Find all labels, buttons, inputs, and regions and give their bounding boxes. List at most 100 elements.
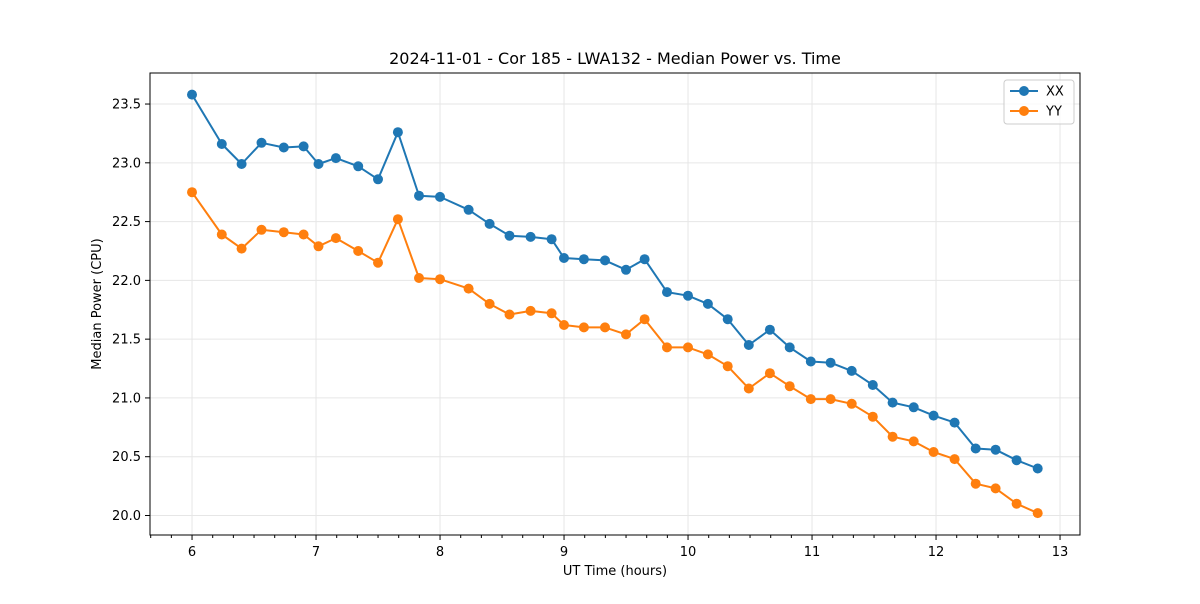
series-XX-marker bbox=[662, 287, 672, 298]
series-YY-marker bbox=[928, 447, 939, 457]
series-XX-marker bbox=[278, 142, 289, 153]
series-YY-marker bbox=[1032, 508, 1043, 519]
series-YY-marker bbox=[683, 342, 693, 353]
x-tick-label: 9 bbox=[560, 545, 568, 560]
series-YY-marker bbox=[764, 368, 775, 379]
x-tick-label: 13 bbox=[1052, 545, 1069, 560]
series-XX-marker bbox=[600, 255, 610, 266]
series-XX-marker bbox=[373, 174, 383, 185]
series-XX-marker bbox=[784, 342, 795, 353]
axis-ticks bbox=[145, 103, 1061, 540]
x-tick-label: 12 bbox=[928, 545, 945, 560]
series-YY-marker bbox=[887, 431, 898, 442]
series-XX-marker bbox=[484, 218, 495, 229]
legend-marker bbox=[1019, 106, 1029, 116]
series-YY-marker bbox=[970, 478, 981, 489]
series-XX-marker bbox=[525, 231, 536, 242]
series-YY-marker bbox=[846, 398, 857, 409]
y-tick-label: 22.5 bbox=[112, 215, 141, 230]
series-YY-marker bbox=[256, 224, 267, 235]
series-YY-marker bbox=[784, 381, 795, 392]
plot-frame bbox=[149, 72, 1081, 536]
legend: XX YY bbox=[1003, 79, 1075, 125]
series-XX-marker bbox=[559, 253, 569, 263]
series-YY-marker bbox=[621, 329, 631, 340]
x-tick-label: 11 bbox=[804, 545, 821, 560]
series-XX-marker bbox=[1011, 455, 1022, 466]
series-YY-marker bbox=[525, 305, 536, 316]
data-series bbox=[187, 89, 1043, 519]
series-XX-marker bbox=[825, 357, 836, 368]
series-XX-marker bbox=[546, 234, 557, 245]
axes-frame bbox=[149, 72, 1081, 536]
x-tick-label: 10 bbox=[680, 545, 697, 560]
series-XX-marker bbox=[298, 141, 309, 152]
series-XX-marker bbox=[313, 159, 324, 169]
x-tick-label: 8 bbox=[436, 545, 444, 560]
series-YY-marker bbox=[990, 483, 1001, 494]
series-XX-marker bbox=[846, 365, 857, 376]
y-tick-label: 21.5 bbox=[112, 333, 141, 348]
y-tick-label: 22.0 bbox=[112, 274, 141, 289]
series-YY-marker bbox=[504, 309, 515, 320]
series-XX-marker bbox=[236, 159, 247, 169]
legend-label-XX: XX bbox=[1046, 85, 1064, 100]
series-XX-marker bbox=[887, 397, 898, 408]
series-YY-marker bbox=[546, 308, 557, 319]
series-XX-marker bbox=[639, 254, 650, 265]
series-XX-marker bbox=[990, 444, 1001, 455]
series-YY-marker bbox=[313, 241, 324, 252]
series-XX-marker bbox=[187, 89, 197, 100]
series-YY-marker bbox=[908, 436, 919, 447]
grid-lines bbox=[150, 73, 1080, 535]
series-XX-marker bbox=[435, 191, 445, 202]
y-tick-label: 23.5 bbox=[112, 98, 141, 113]
series-YY-marker bbox=[373, 257, 383, 268]
legend-label-YY: YY bbox=[1045, 105, 1062, 120]
series-XX-marker bbox=[683, 290, 693, 301]
series-YY-marker bbox=[414, 273, 424, 283]
series-YY-marker bbox=[949, 454, 960, 465]
series-YY-marker bbox=[236, 243, 247, 254]
series-YY-marker bbox=[662, 342, 672, 353]
series-YY-marker bbox=[353, 246, 364, 256]
series-YY-marker bbox=[187, 187, 197, 198]
series-XX-marker bbox=[949, 417, 960, 428]
series-XX-marker bbox=[504, 230, 515, 241]
series-YY-marker bbox=[867, 411, 878, 422]
series-YY-marker bbox=[435, 274, 445, 285]
x-tick-label: 7 bbox=[312, 545, 320, 560]
series-XX-marker bbox=[216, 139, 227, 149]
y-tick-label: 21.0 bbox=[112, 391, 141, 406]
series-XX-marker bbox=[702, 298, 713, 309]
series-XX-marker bbox=[578, 254, 589, 265]
series-XX-marker bbox=[392, 127, 403, 138]
series-XX-marker bbox=[1032, 463, 1043, 474]
series-YY-marker bbox=[639, 314, 650, 325]
series-XX-line bbox=[191, 93, 1039, 470]
series-XX-marker bbox=[908, 402, 919, 413]
series-YY-marker bbox=[805, 394, 816, 405]
series-XX-marker bbox=[764, 324, 775, 335]
series-YY-marker bbox=[216, 229, 227, 240]
series-YY-marker bbox=[298, 229, 309, 240]
series-XX-marker bbox=[722, 314, 733, 325]
y-axis-label: Median Power (CPU) bbox=[90, 238, 105, 369]
x-tick-label: 6 bbox=[188, 545, 196, 560]
series-YY-marker bbox=[463, 283, 474, 294]
series-XX-marker bbox=[414, 190, 424, 201]
series-XX-marker bbox=[970, 443, 981, 454]
y-tick-label: 23.0 bbox=[112, 156, 141, 171]
y-tick-label: 20.5 bbox=[112, 450, 141, 465]
series-YY-marker bbox=[330, 233, 341, 244]
series-YY-marker bbox=[278, 227, 289, 238]
series-YY-marker bbox=[702, 349, 713, 360]
series-XX-marker bbox=[928, 410, 939, 421]
series-YY-line bbox=[191, 191, 1039, 515]
y-tick-label: 20.0 bbox=[112, 509, 141, 524]
series-XX-marker bbox=[256, 137, 267, 148]
series-XX-marker bbox=[463, 204, 474, 215]
legend-marker bbox=[1019, 86, 1029, 96]
